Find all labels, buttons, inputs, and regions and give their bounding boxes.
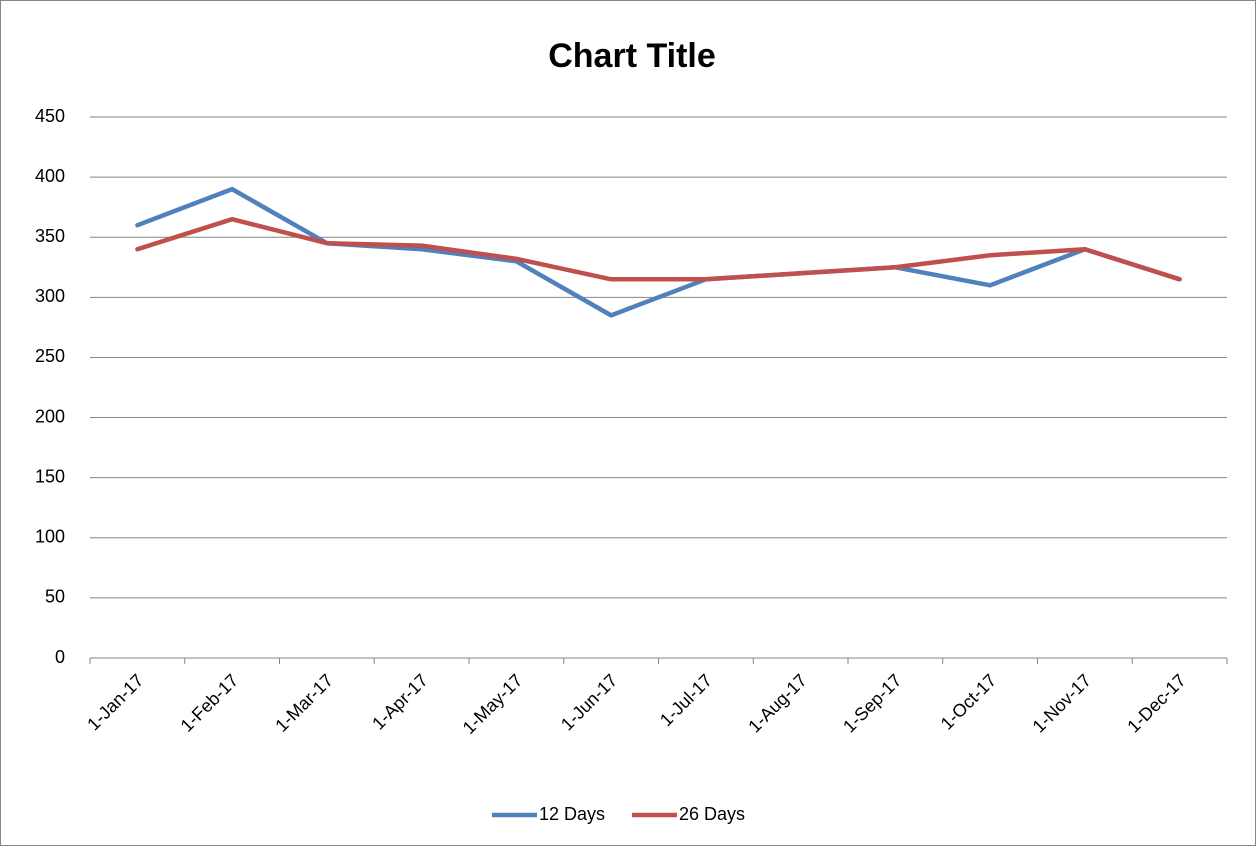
legend-label: 12 Days	[539, 804, 605, 824]
y-tick-label: 400	[35, 166, 65, 186]
y-tick-label: 450	[35, 106, 65, 126]
y-tick-label: 0	[55, 647, 65, 667]
series-line	[135, 186, 1182, 318]
legend-label: 26 Days	[679, 804, 745, 824]
series-line	[135, 216, 1182, 282]
chart-title: Chart Title	[548, 37, 716, 75]
y-tick-label: 350	[35, 226, 65, 246]
y-tick-label: 300	[35, 286, 65, 306]
y-tick-label: 250	[35, 346, 65, 366]
y-tick-label: 150	[35, 466, 65, 486]
y-tick-label: 200	[35, 406, 65, 426]
y-tick-label: 100	[35, 527, 65, 547]
y-tick-label: 50	[45, 587, 65, 607]
